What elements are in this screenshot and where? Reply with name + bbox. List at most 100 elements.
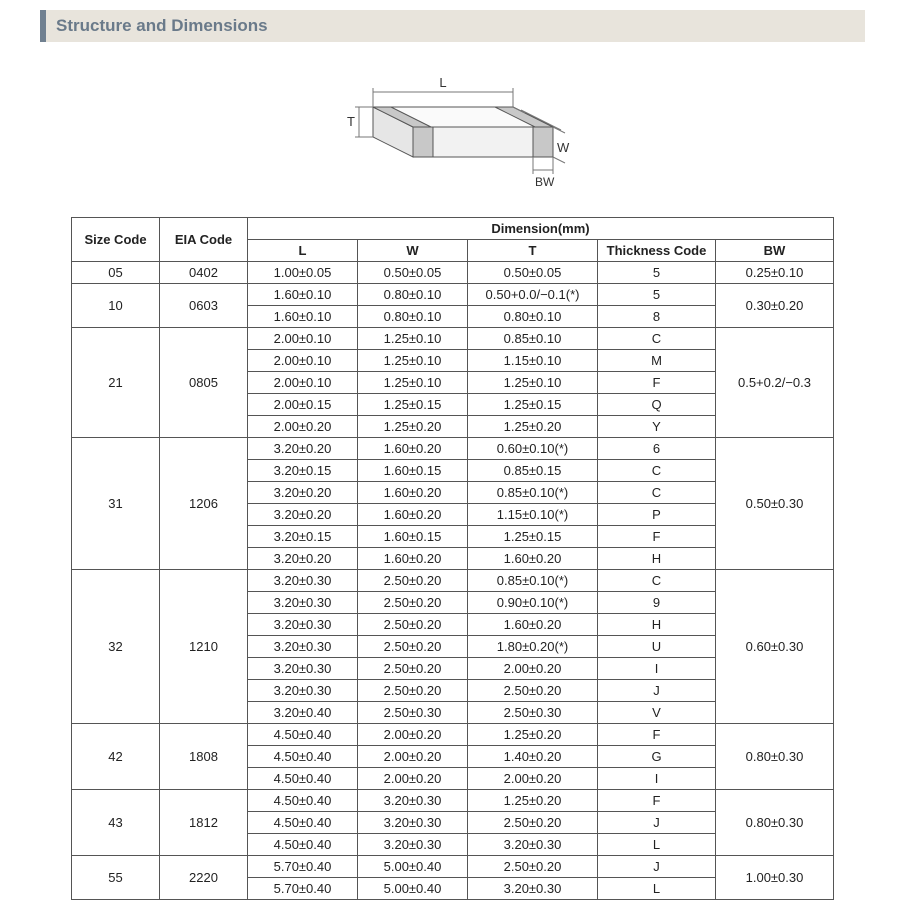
- cell-w: 1.25±0.15: [358, 394, 468, 416]
- svg-text:T: T: [347, 114, 355, 129]
- cell-w: 2.50±0.30: [358, 702, 468, 724]
- cell-w: 1.60±0.20: [358, 438, 468, 460]
- cell-t: 1.15±0.10(*): [468, 504, 598, 526]
- cell-size-code: 21: [72, 328, 160, 438]
- cell-l: 2.00±0.10: [248, 372, 358, 394]
- cell-eia-code: 1206: [160, 438, 248, 570]
- svg-text:BW: BW: [535, 175, 555, 189]
- cell-w: 2.00±0.20: [358, 768, 468, 790]
- cell-t: 1.15±0.10: [468, 350, 598, 372]
- cell-thk: G: [598, 746, 716, 768]
- cell-bw: 1.00±0.30: [716, 856, 834, 900]
- cell-l: 4.50±0.40: [248, 768, 358, 790]
- cell-thk: L: [598, 878, 716, 900]
- cell-thk: 6: [598, 438, 716, 460]
- cell-size-code: 55: [72, 856, 160, 900]
- cell-w: 1.25±0.10: [358, 372, 468, 394]
- cell-l: 5.70±0.40: [248, 856, 358, 878]
- cell-w: 3.20±0.30: [358, 790, 468, 812]
- th-t: T: [468, 240, 598, 262]
- th-w: W: [358, 240, 468, 262]
- dimensions-table: Size Code EIA Code Dimension(mm) L W T T…: [71, 217, 834, 900]
- cell-size-code: 43: [72, 790, 160, 856]
- th-bw: BW: [716, 240, 834, 262]
- th-size-code: Size Code: [72, 218, 160, 262]
- cell-thk: V: [598, 702, 716, 724]
- cell-l: 3.20±0.15: [248, 526, 358, 548]
- cell-thk: Q: [598, 394, 716, 416]
- cell-w: 1.60±0.20: [358, 548, 468, 570]
- cell-w: 1.60±0.20: [358, 482, 468, 504]
- cell-thk: F: [598, 526, 716, 548]
- cell-l: 3.20±0.30: [248, 614, 358, 636]
- cell-thk: J: [598, 856, 716, 878]
- cell-thk: J: [598, 812, 716, 834]
- cell-l: 4.50±0.40: [248, 834, 358, 856]
- cell-t: 2.50±0.20: [468, 812, 598, 834]
- cell-l: 1.00±0.05: [248, 262, 358, 284]
- cell-thk: 9: [598, 592, 716, 614]
- cell-size-code: 05: [72, 262, 160, 284]
- cell-w: 5.00±0.40: [358, 856, 468, 878]
- cell-t: 1.25±0.20: [468, 724, 598, 746]
- cell-w: 5.00±0.40: [358, 878, 468, 900]
- cell-l: 4.50±0.40: [248, 724, 358, 746]
- cell-bw: 0.50±0.30: [716, 438, 834, 570]
- cell-bw: 0.80±0.30: [716, 724, 834, 790]
- cell-l: 3.20±0.30: [248, 570, 358, 592]
- cell-eia-code: 0603: [160, 284, 248, 328]
- cell-t: 1.25±0.20: [468, 790, 598, 812]
- cell-w: 2.00±0.20: [358, 724, 468, 746]
- cell-t: 0.60±0.10(*): [468, 438, 598, 460]
- cell-l: 3.20±0.30: [248, 592, 358, 614]
- cell-w: 2.50±0.20: [358, 658, 468, 680]
- cell-thk: C: [598, 328, 716, 350]
- cell-t: 0.50+0.0/−0.1(*): [468, 284, 598, 306]
- cell-w: 2.50±0.20: [358, 680, 468, 702]
- cell-l: 2.00±0.10: [248, 350, 358, 372]
- cell-l: 1.60±0.10: [248, 306, 358, 328]
- cell-thk: I: [598, 658, 716, 680]
- cell-t: 0.80±0.10: [468, 306, 598, 328]
- cell-w: 3.20±0.30: [358, 812, 468, 834]
- cell-bw: 0.5+0.2/−0.3: [716, 328, 834, 438]
- cell-w: 1.60±0.15: [358, 526, 468, 548]
- cell-l: 3.20±0.40: [248, 702, 358, 724]
- table-row: 1006031.60±0.100.80±0.100.50+0.0/−0.1(*)…: [72, 284, 834, 306]
- cell-thk: H: [598, 548, 716, 570]
- cell-l: 3.20±0.20: [248, 482, 358, 504]
- cell-t: 0.90±0.10(*): [468, 592, 598, 614]
- cell-l: 3.20±0.30: [248, 636, 358, 658]
- cell-size-code: 32: [72, 570, 160, 724]
- cell-t: 3.20±0.30: [468, 834, 598, 856]
- cell-eia-code: 0805: [160, 328, 248, 438]
- table-row: 4218084.50±0.402.00±0.201.25±0.20F0.80±0…: [72, 724, 834, 746]
- cell-l: 4.50±0.40: [248, 812, 358, 834]
- cell-thk: L: [598, 834, 716, 856]
- cell-t: 1.25±0.15: [468, 394, 598, 416]
- cell-l: 2.00±0.15: [248, 394, 358, 416]
- table-body: 0504021.00±0.050.50±0.050.50±0.0550.25±0…: [72, 262, 834, 900]
- cell-t: 2.50±0.20: [468, 856, 598, 878]
- cell-size-code: 42: [72, 724, 160, 790]
- cell-thk: 8: [598, 306, 716, 328]
- cell-t: 1.60±0.20: [468, 614, 598, 636]
- cell-l: 3.20±0.20: [248, 548, 358, 570]
- cell-t: 2.50±0.20: [468, 680, 598, 702]
- cell-t: 0.50±0.05: [468, 262, 598, 284]
- th-l: L: [248, 240, 358, 262]
- cell-eia-code: 1812: [160, 790, 248, 856]
- cell-thk: C: [598, 482, 716, 504]
- cell-t: 1.25±0.20: [468, 416, 598, 438]
- cell-eia-code: 1808: [160, 724, 248, 790]
- svg-text:L: L: [439, 75, 446, 90]
- cell-l: 4.50±0.40: [248, 790, 358, 812]
- cell-bw: 0.25±0.10: [716, 262, 834, 284]
- cell-l: 3.20±0.15: [248, 460, 358, 482]
- cell-t: 2.00±0.20: [468, 768, 598, 790]
- cell-thk: F: [598, 790, 716, 812]
- cell-bw: 0.80±0.30: [716, 790, 834, 856]
- cell-l: 5.70±0.40: [248, 878, 358, 900]
- cell-t: 1.40±0.20: [468, 746, 598, 768]
- section-header: Structure and Dimensions: [40, 10, 865, 42]
